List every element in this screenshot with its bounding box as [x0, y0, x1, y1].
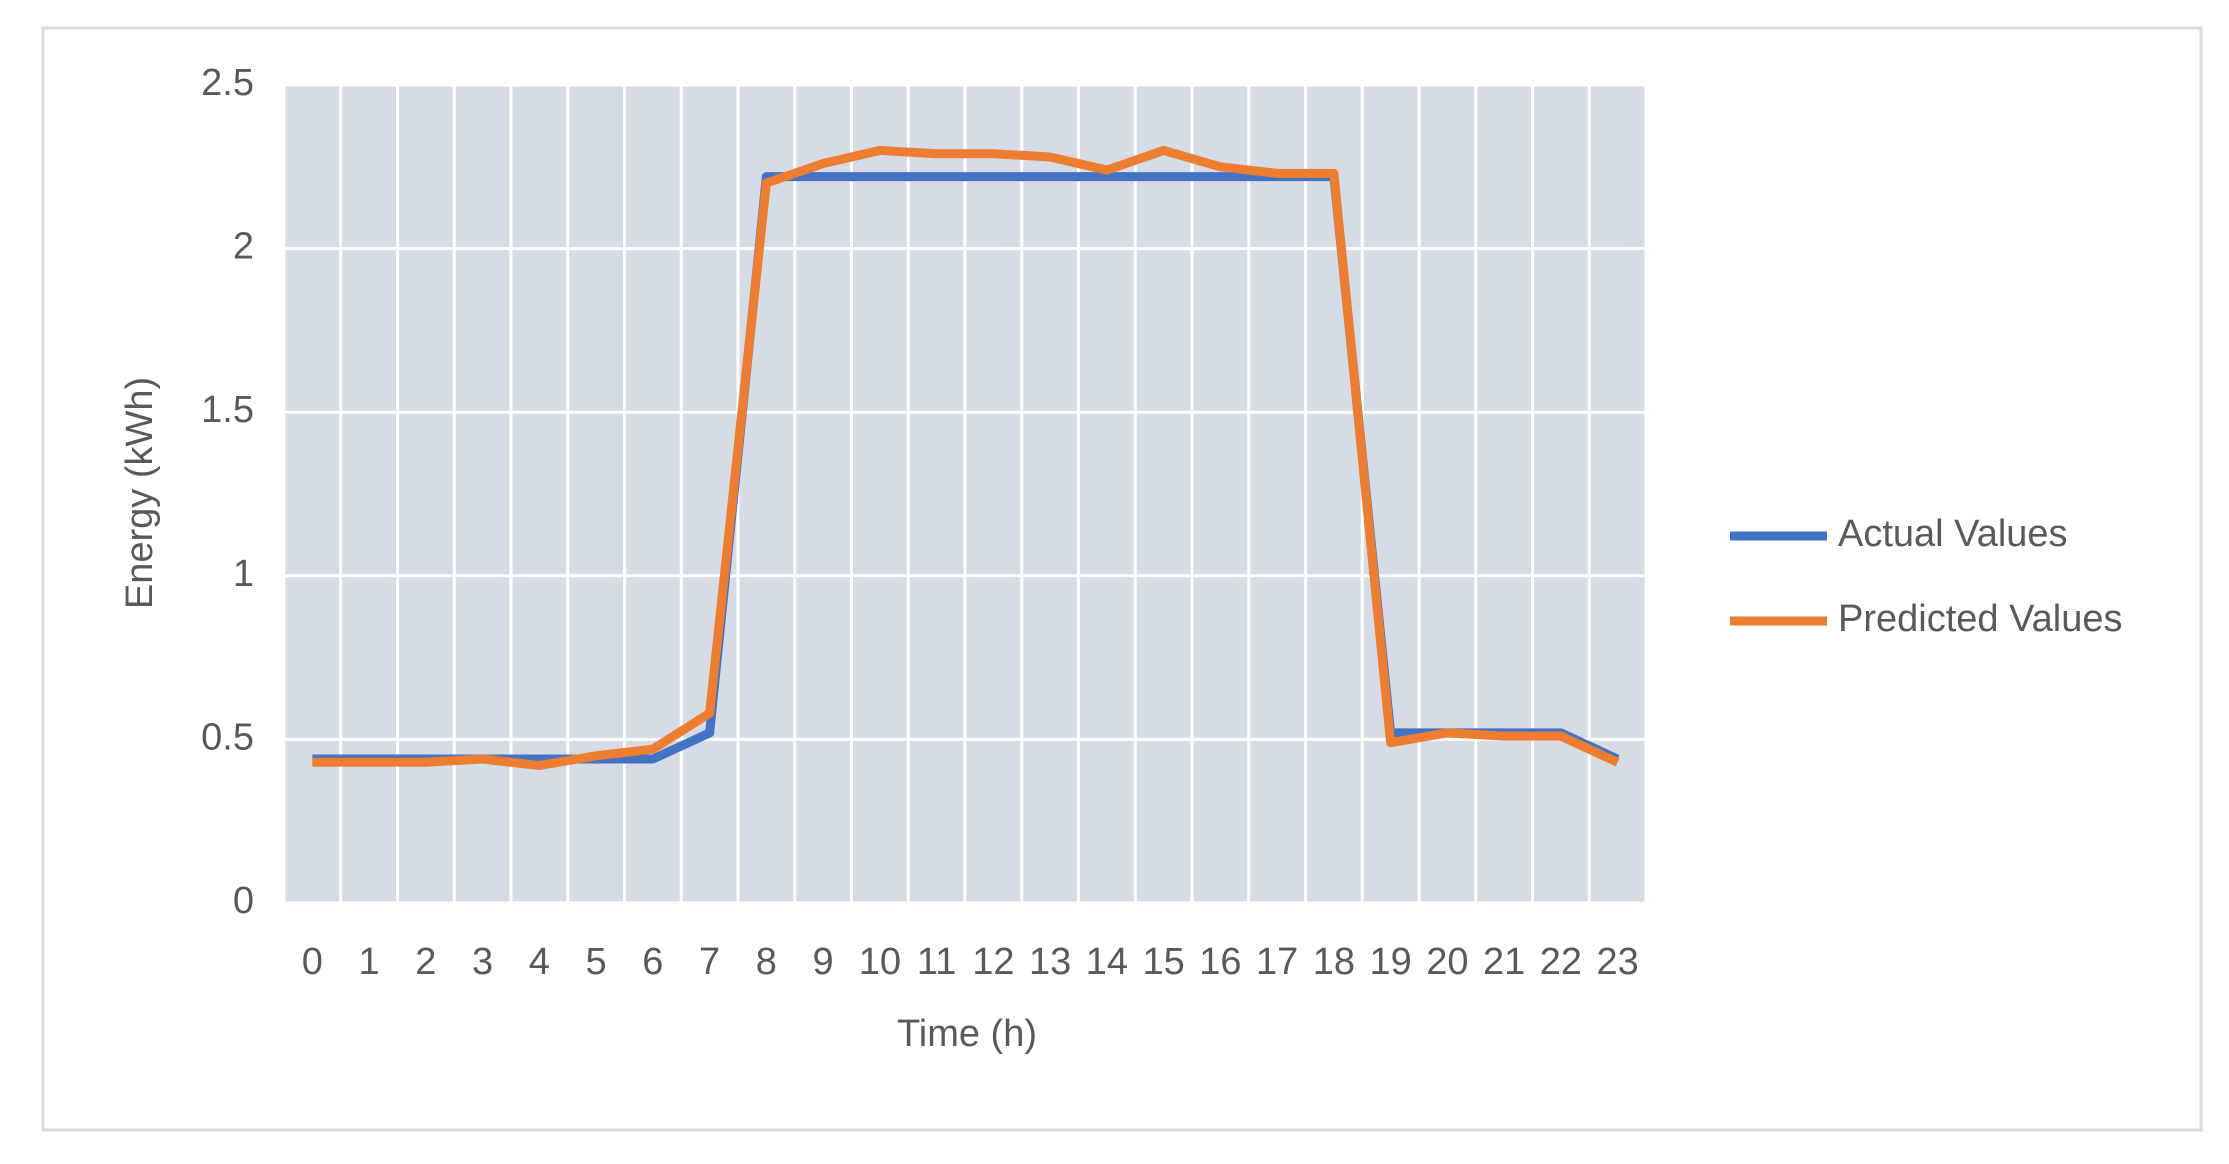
x-tick-label: 23: [1596, 941, 1638, 983]
x-tick-label: 19: [1369, 941, 1411, 983]
y-tick-label: 1: [233, 553, 254, 595]
y-tick-label: 2.5: [201, 62, 254, 104]
x-tick-label: 2: [415, 941, 436, 983]
y-tick-label: 2: [233, 226, 254, 268]
x-tick-label: 21: [1483, 941, 1525, 983]
x-tick-label: 9: [813, 941, 834, 983]
x-tick-label: 20: [1426, 941, 1468, 983]
x-tick-label: 8: [756, 941, 777, 983]
x-tick-label: 16: [1199, 941, 1241, 983]
x-tick-label: 10: [859, 941, 901, 983]
y-axis-title: Energy (kWh): [119, 377, 161, 609]
y-tick-label: 0.5: [201, 716, 254, 758]
x-tick-label: 7: [699, 941, 720, 983]
y-tick-label: 0: [233, 880, 254, 922]
x-tick-label: 14: [1086, 941, 1128, 983]
x-tick-label: 15: [1142, 941, 1184, 983]
x-tick-label: 0: [302, 941, 323, 983]
legend-label: Actual Values: [1838, 513, 2068, 555]
x-tick-label: 3: [472, 941, 493, 983]
x-tick-label: 6: [642, 941, 663, 983]
x-tick-label: 13: [1029, 941, 1071, 983]
x-tick-label: 1: [359, 941, 380, 983]
legend-label: Predicted Values: [1838, 598, 2122, 640]
x-tick-label: 12: [972, 941, 1014, 983]
x-axis-title: Time (h): [897, 1013, 1037, 1055]
x-tick-label: 18: [1313, 941, 1355, 983]
series-line: [312, 145, 1620, 771]
series-line: [312, 172, 1620, 764]
y-tick-label: 1.5: [201, 389, 254, 431]
x-tick-label: 5: [586, 941, 607, 983]
x-tick-label: 22: [1540, 941, 1582, 983]
x-tick-label: 4: [529, 941, 550, 983]
x-tick-label: 17: [1256, 941, 1298, 983]
x-tick-label: 11: [917, 941, 956, 983]
